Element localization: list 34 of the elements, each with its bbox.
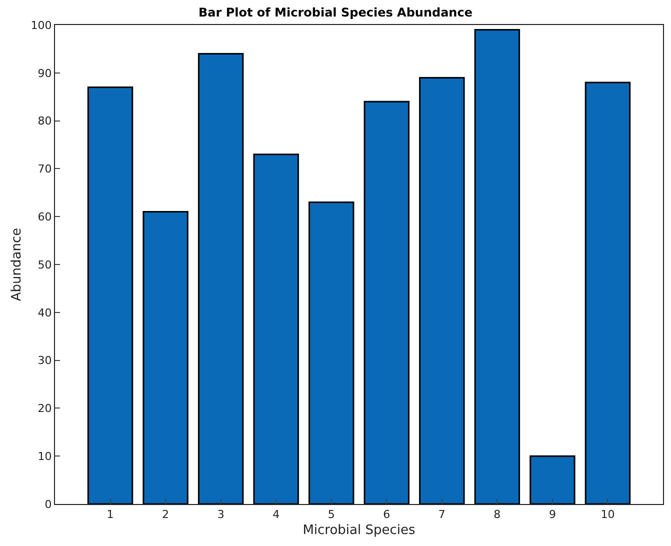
bar bbox=[308, 201, 354, 504]
chart-title: Bar Plot of Microbial Species Abundance bbox=[198, 6, 472, 20]
x-tick-label: 10 bbox=[600, 508, 615, 522]
bar bbox=[87, 86, 134, 504]
x-tick-label: 1 bbox=[106, 508, 114, 522]
y-tick-label: 0 bbox=[44, 498, 52, 511]
y-tick-label: 80 bbox=[38, 114, 52, 128]
bar bbox=[364, 100, 410, 504]
bar bbox=[198, 52, 244, 504]
y-tick-label: 70 bbox=[38, 162, 52, 176]
y-tick-label: 100 bbox=[30, 18, 52, 32]
bar bbox=[474, 29, 520, 504]
x-tick-label: 3 bbox=[217, 508, 224, 522]
y-tick-label: 60 bbox=[38, 210, 52, 224]
bar bbox=[253, 154, 299, 504]
y-axis-title: Abundance bbox=[10, 228, 25, 302]
x-tick-label: 7 bbox=[438, 508, 446, 522]
x-axis-title: Microbial Species bbox=[302, 522, 416, 538]
y-tick-label: 20 bbox=[38, 402, 52, 416]
x-tick-label: 2 bbox=[162, 508, 170, 522]
bar bbox=[530, 455, 576, 504]
y-tick-label: 50 bbox=[38, 258, 52, 272]
y-tick-label: 30 bbox=[38, 354, 52, 368]
bar bbox=[584, 82, 631, 504]
x-tick-label: 8 bbox=[494, 508, 501, 522]
x-tick-label: 9 bbox=[548, 508, 556, 522]
x-tick-label: 6 bbox=[383, 508, 390, 522]
y-tick-label: 10 bbox=[38, 450, 52, 463]
x-tick-label: 4 bbox=[272, 508, 280, 522]
bar bbox=[419, 76, 465, 504]
x-tick-label: 5 bbox=[328, 508, 335, 522]
bar bbox=[142, 211, 188, 504]
y-tick-label: 40 bbox=[38, 306, 52, 320]
y-tick-label: 90 bbox=[38, 66, 52, 80]
